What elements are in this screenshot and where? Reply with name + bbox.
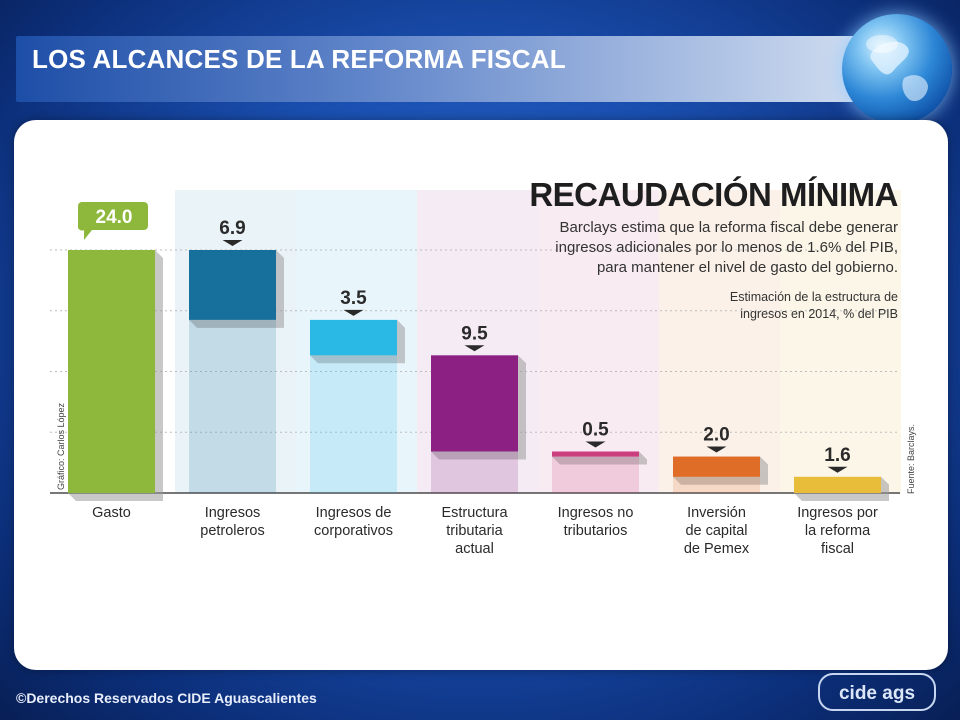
category-label: la reforma [805, 523, 871, 539]
value-pointer [222, 240, 243, 246]
category-label: Ingresos de [316, 505, 392, 521]
bar [552, 451, 639, 457]
category-label: corporativos [314, 523, 393, 539]
column-background [659, 190, 780, 493]
value-label: 3.5 [340, 288, 367, 309]
footer-copyright: ©Derechos Reservados CIDE Aguascalientes [16, 690, 317, 706]
bar [68, 250, 155, 493]
category-label: Gasto [92, 505, 131, 521]
cide-logo-text: cide ags [839, 683, 915, 704]
value-pointer [706, 446, 727, 453]
category-label: fiscal [821, 541, 854, 557]
bar-underfill [431, 451, 518, 493]
bar [431, 355, 518, 452]
slide-title: LOS ALCANCES DE LA REFORMA FISCAL [32, 44, 566, 74]
category-label: petroleros [200, 523, 264, 539]
value-label: 9.5 [461, 323, 488, 344]
chart-credit: Gráfico: Carlos López [56, 402, 66, 490]
value-label: 1.6 [824, 445, 850, 466]
bar-underfill [552, 456, 639, 493]
category-label: de Pemex [684, 541, 750, 557]
bar [189, 250, 276, 320]
value-label-bubble [77, 202, 148, 240]
title-bar: LOS ALCANCES DE LA REFORMA FISCAL [16, 36, 876, 102]
value-pointer [585, 441, 606, 448]
column-background [780, 190, 901, 493]
category-label: Ingresos por [797, 505, 878, 521]
value-label: 24.0 [96, 207, 133, 228]
category-label: Estructura [441, 505, 508, 521]
bar-underfill [189, 319, 276, 493]
value-pointer [827, 466, 848, 473]
value-label: 0.5 [582, 419, 609, 440]
category-label: de capital [685, 523, 747, 539]
category-label: Inversión [687, 505, 746, 521]
bar-underfill [310, 355, 397, 493]
bar [794, 476, 881, 493]
value-label: 6.9 [219, 218, 245, 239]
bar-underfill [673, 476, 760, 493]
chart-title: RECAUDACIÓN MÍNIMA [529, 176, 898, 213]
value-pointer [343, 309, 364, 316]
value-label: 2.0 [703, 425, 729, 446]
category-label: Ingresos [205, 505, 261, 521]
chart-subtitle-line-3: para mantener el nivel de gasto del gobi… [597, 259, 898, 276]
globe-icon [842, 14, 952, 124]
category-label: tributarios [564, 523, 628, 539]
category-label: actual [455, 541, 494, 557]
value-pointer [464, 345, 485, 352]
chart-note-line-1: Estimación de la estructura de [730, 290, 898, 304]
bar [673, 456, 760, 477]
chart-source: Fuente: Barclays. [906, 424, 916, 494]
chart-note-line-2: ingresos en 2014, % del PIB [740, 307, 898, 321]
bar [310, 319, 397, 356]
chart-subtitle-line-1: Barclays estima que la reforma fiscal de… [560, 219, 899, 236]
chart-subtitle-line-2: ingresos adicionales por lo menos de 1.6… [555, 239, 898, 256]
cide-logo-icon: cide ags [818, 673, 936, 711]
chart: 24.0 6.9 3.5 9.5 0.5 2.0 1.6 Gasto Ingresos petr… [50, 176, 916, 557]
category-label: Ingresos no [558, 505, 634, 521]
category-label: tributaria [446, 523, 503, 539]
chart-panel: 24.0 6.9 3.5 9.5 0.5 2.0 1.6 Gasto Ingresos petr… [14, 120, 948, 670]
